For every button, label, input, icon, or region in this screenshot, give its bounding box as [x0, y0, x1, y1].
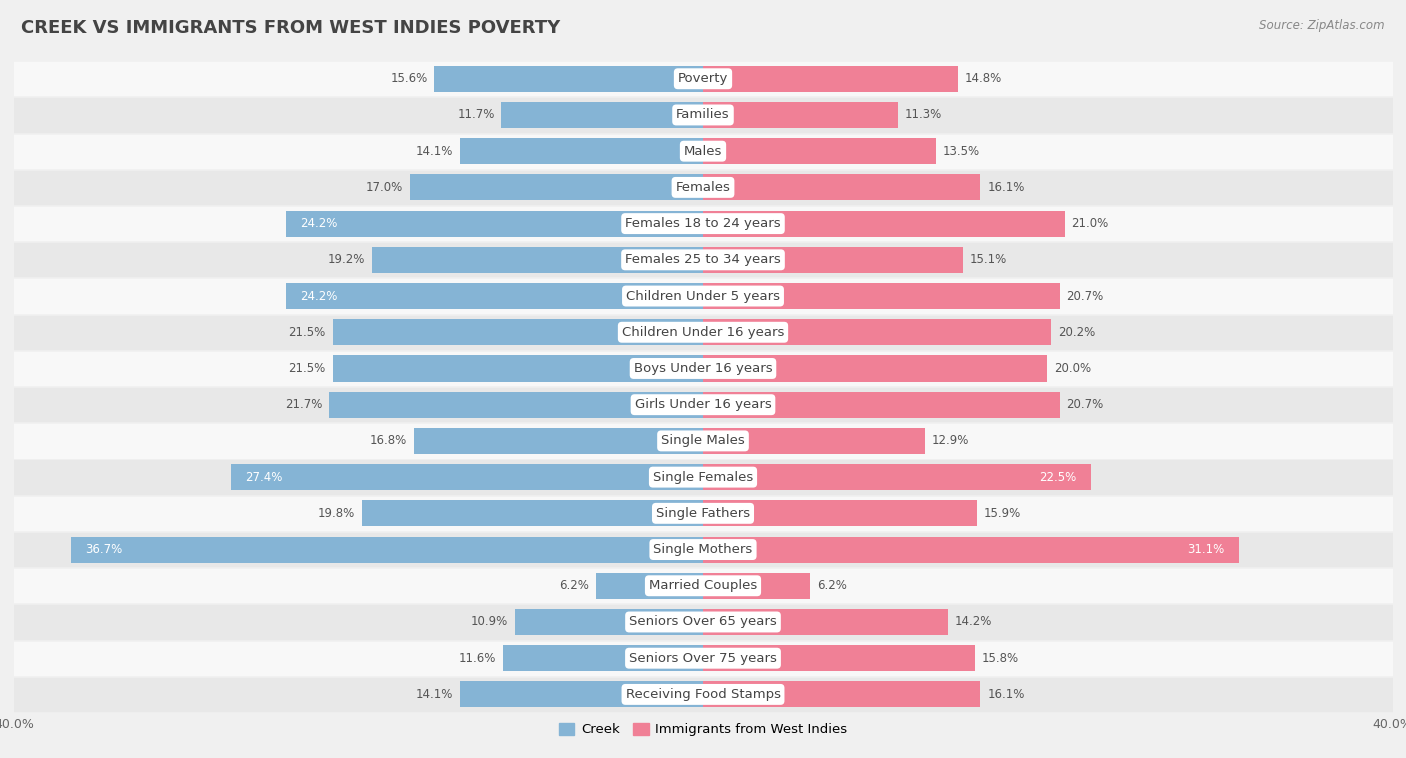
Bar	[70, 537, 703, 562]
Text: 21.7%: 21.7%	[285, 398, 322, 411]
Text: Females 18 to 24 years: Females 18 to 24 years	[626, 217, 780, 230]
Text: 15.8%: 15.8%	[981, 652, 1019, 665]
Text: 15.9%: 15.9%	[984, 507, 1021, 520]
Text: 14.1%: 14.1%	[416, 688, 453, 701]
Text: 14.1%: 14.1%	[416, 145, 453, 158]
Text: Females 25 to 34 years: Females 25 to 34 years	[626, 253, 780, 266]
Bar	[373, 247, 703, 273]
Text: 19.8%: 19.8%	[318, 507, 356, 520]
Text: 24.2%: 24.2%	[299, 217, 337, 230]
Text: 16.1%: 16.1%	[987, 181, 1025, 194]
Text: Receiving Food Stamps: Receiving Food Stamps	[626, 688, 780, 701]
Bar	[703, 681, 980, 707]
Bar	[703, 283, 1060, 309]
Text: Married Couples: Married Couples	[650, 579, 756, 592]
Text: 21.5%: 21.5%	[288, 326, 326, 339]
Text: 27.4%: 27.4%	[245, 471, 283, 484]
Bar	[413, 428, 703, 454]
Text: Single Females: Single Females	[652, 471, 754, 484]
Bar	[503, 645, 703, 672]
Bar	[287, 283, 703, 309]
Bar	[287, 211, 703, 236]
Text: CREEK VS IMMIGRANTS FROM WEST INDIES POVERTY: CREEK VS IMMIGRANTS FROM WEST INDIES POV…	[21, 19, 561, 37]
Text: Boys Under 16 years: Boys Under 16 years	[634, 362, 772, 375]
Text: 17.0%: 17.0%	[366, 181, 404, 194]
Text: 10.9%: 10.9%	[471, 615, 509, 628]
Bar	[703, 609, 948, 635]
Bar	[703, 247, 963, 273]
Bar	[333, 319, 703, 346]
Bar	[703, 66, 957, 92]
Text: 16.8%: 16.8%	[370, 434, 406, 447]
Text: 36.7%: 36.7%	[84, 543, 122, 556]
Text: 20.7%: 20.7%	[1066, 290, 1104, 302]
Text: Seniors Over 75 years: Seniors Over 75 years	[628, 652, 778, 665]
Text: 6.2%: 6.2%	[817, 579, 846, 592]
Text: 20.7%: 20.7%	[1066, 398, 1104, 411]
Text: 16.1%: 16.1%	[987, 688, 1025, 701]
Bar	[329, 392, 703, 418]
Bar	[703, 102, 897, 128]
Text: Males: Males	[683, 145, 723, 158]
Bar	[703, 392, 1060, 418]
Bar	[411, 174, 703, 200]
Text: Children Under 16 years: Children Under 16 years	[621, 326, 785, 339]
Text: 15.6%: 15.6%	[391, 72, 427, 85]
Bar	[703, 428, 925, 454]
Text: 14.2%: 14.2%	[955, 615, 991, 628]
Bar	[361, 500, 703, 526]
Bar	[460, 138, 703, 164]
Text: 11.6%: 11.6%	[458, 652, 496, 665]
Text: 15.1%: 15.1%	[970, 253, 1007, 266]
Text: 14.8%: 14.8%	[965, 72, 1002, 85]
Text: Children Under 5 years: Children Under 5 years	[626, 290, 780, 302]
Bar	[515, 609, 703, 635]
Text: 22.5%: 22.5%	[1039, 471, 1077, 484]
Text: Girls Under 16 years: Girls Under 16 years	[634, 398, 772, 411]
Text: 20.2%: 20.2%	[1057, 326, 1095, 339]
Text: Females: Females	[675, 181, 731, 194]
Bar	[703, 537, 1239, 562]
Text: 6.2%: 6.2%	[560, 579, 589, 592]
Text: Families: Families	[676, 108, 730, 121]
Bar	[703, 174, 980, 200]
Bar	[703, 138, 935, 164]
Bar	[434, 66, 703, 92]
Bar	[703, 319, 1050, 346]
Text: 19.2%: 19.2%	[328, 253, 366, 266]
Text: Single Males: Single Males	[661, 434, 745, 447]
Bar	[333, 356, 703, 381]
Text: Single Fathers: Single Fathers	[657, 507, 749, 520]
Bar	[703, 464, 1091, 490]
Text: 21.0%: 21.0%	[1071, 217, 1109, 230]
Text: 11.7%: 11.7%	[457, 108, 495, 121]
Text: 24.2%: 24.2%	[299, 290, 337, 302]
Text: 12.9%: 12.9%	[932, 434, 970, 447]
Text: 20.0%: 20.0%	[1054, 362, 1091, 375]
Bar	[596, 573, 703, 599]
Text: 21.5%: 21.5%	[288, 362, 326, 375]
Bar	[231, 464, 703, 490]
Bar	[703, 573, 810, 599]
Legend: Creek, Immigrants from West Indies: Creek, Immigrants from West Indies	[553, 718, 853, 742]
Text: Source: ZipAtlas.com: Source: ZipAtlas.com	[1260, 19, 1385, 32]
Bar	[703, 645, 976, 672]
Text: 11.3%: 11.3%	[904, 108, 942, 121]
Text: Poverty: Poverty	[678, 72, 728, 85]
Text: 31.1%: 31.1%	[1188, 543, 1225, 556]
Bar	[703, 356, 1047, 381]
Text: Single Mothers: Single Mothers	[654, 543, 752, 556]
Text: 13.5%: 13.5%	[942, 145, 980, 158]
Bar	[703, 211, 1064, 236]
Bar	[460, 681, 703, 707]
Text: Seniors Over 65 years: Seniors Over 65 years	[628, 615, 778, 628]
Bar	[703, 500, 977, 526]
Bar	[502, 102, 703, 128]
